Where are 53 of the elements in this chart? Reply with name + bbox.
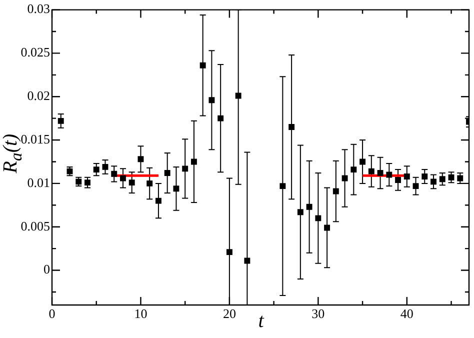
point — [448, 174, 454, 180]
point — [218, 115, 224, 122]
point — [182, 166, 188, 172]
point — [226, 249, 232, 256]
point — [315, 215, 322, 222]
point — [332, 188, 339, 194]
y-tick-label: 0.03 — [27, 1, 50, 16]
x-tick-label: 40 — [400, 306, 414, 322]
point — [164, 170, 170, 176]
y-tick-label: 0 — [44, 262, 50, 277]
point — [208, 97, 215, 104]
point — [395, 177, 401, 183]
point — [146, 180, 153, 186]
point — [84, 180, 90, 186]
point — [360, 158, 366, 165]
x-tick-label: 30 — [312, 306, 325, 322]
point — [138, 156, 144, 162]
point — [457, 175, 464, 182]
point — [368, 168, 374, 174]
point — [430, 178, 436, 185]
point — [244, 258, 250, 264]
point — [412, 183, 419, 190]
point — [58, 118, 64, 124]
point — [297, 209, 304, 216]
point — [280, 183, 286, 190]
y-tick-label: 0.025 — [20, 44, 50, 60]
point — [342, 175, 348, 182]
point — [120, 175, 126, 182]
x-tick-label: 20 — [222, 306, 236, 322]
point — [235, 92, 242, 99]
point — [439, 176, 446, 182]
point — [200, 62, 206, 68]
point — [350, 166, 357, 173]
point — [155, 198, 162, 204]
point — [173, 186, 180, 192]
y-tick-label: 0.015 — [20, 131, 50, 146]
point — [386, 172, 392, 178]
y-tick-label: 0.01 — [27, 174, 50, 190]
point — [111, 170, 118, 177]
point — [404, 174, 410, 180]
point — [324, 224, 330, 231]
point — [377, 170, 384, 176]
point — [93, 166, 100, 173]
y-tick-label: 0.02 — [27, 88, 50, 104]
x-axis-title: t — [257, 310, 266, 333]
y-tick-label: 0.005 — [20, 218, 50, 234]
point — [422, 174, 428, 180]
point — [190, 158, 197, 165]
point — [306, 204, 312, 210]
point — [128, 180, 135, 186]
point — [288, 124, 295, 130]
x-tick-label: 10 — [134, 306, 148, 322]
point — [102, 164, 108, 170]
